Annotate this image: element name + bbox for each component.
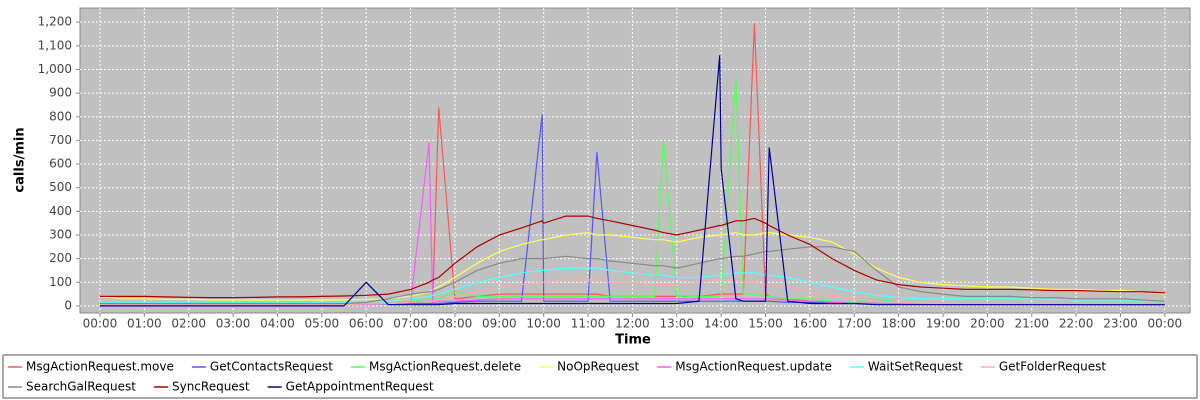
- y-tick-label: 400: [49, 204, 72, 218]
- legend-item: SyncRequest: [153, 380, 250, 394]
- series-line: [100, 55, 1165, 307]
- series-line: [100, 267, 1165, 303]
- plot-area: [79, 7, 1191, 314]
- x-tick-label: 00:00: [1148, 317, 1183, 331]
- legend-item: SearchGalRequest: [8, 380, 136, 394]
- x-tick-label: 16:00: [793, 317, 828, 331]
- legend-item: GetContactsRequest: [191, 360, 333, 374]
- x-tick-label: 22:00: [1059, 317, 1094, 331]
- y-tick-label: 500: [49, 180, 72, 194]
- legend-label: MsgActionRequest.update: [675, 360, 832, 374]
- legend-item: GetAppointmentRequest: [267, 380, 434, 394]
- legend-label: SearchGalRequest: [26, 380, 136, 394]
- x-tick-label: 03:00: [216, 317, 251, 331]
- x-tick-label: 14:00: [704, 317, 739, 331]
- x-tick-label: 21:00: [1014, 317, 1049, 331]
- y-tick-label: 300: [49, 227, 72, 241]
- legend-item: GetFolderRequest: [980, 360, 1107, 374]
- x-tick-label: 18:00: [881, 317, 916, 331]
- x-tick-label: 13:00: [659, 317, 694, 331]
- x-tick-label: 15:00: [748, 317, 783, 331]
- x-tick-label: 04:00: [260, 317, 295, 331]
- legend-label: WaitSetRequest: [868, 360, 963, 374]
- legend-item: MsgActionRequest.update: [657, 360, 832, 374]
- legend-item: WaitSetRequest: [849, 360, 963, 374]
- x-tick-label: 17:00: [837, 317, 872, 331]
- x-axis-title: Time: [615, 333, 651, 348]
- x-tick-label: 23:00: [1103, 317, 1138, 331]
- series-line: [100, 279, 1165, 306]
- legend-label: GetAppointmentRequest: [286, 380, 434, 394]
- legend-label: MsgActionRequest.delete: [369, 360, 521, 374]
- legend-label: MsgActionRequest.move: [26, 360, 174, 374]
- x-tick-label: 07:00: [393, 317, 428, 331]
- x-tick-label: 00:00: [83, 317, 118, 331]
- y-tick-label: 800: [49, 109, 72, 123]
- x-tick-label: 02:00: [171, 317, 206, 331]
- x-tick-label: 11:00: [571, 317, 606, 331]
- legend-label: GetContactsRequest: [210, 360, 333, 374]
- y-tick-label: 1,200: [38, 15, 72, 29]
- legend-item: NoOpRequest: [539, 360, 640, 374]
- x-tick-label: 19:00: [926, 317, 961, 331]
- x-tick-label: 08:00: [438, 317, 473, 331]
- x-tick-label: 06:00: [349, 317, 384, 331]
- y-tick-label: 1,100: [38, 38, 72, 52]
- series-line: [100, 215, 1165, 299]
- x-tick-label: 01:00: [127, 317, 162, 331]
- axes: 0 100 200 300 400 500 600 700 800 900 1,000 1,100 1,…: [38, 15, 1183, 331]
- y-axis-title: calls/min: [13, 127, 28, 192]
- legend-item: MsgActionRequest.move: [8, 360, 174, 374]
- x-tick-label: 05:00: [305, 317, 340, 331]
- y-tick-label: 900: [49, 86, 72, 100]
- y-tick-label: 600: [49, 157, 72, 171]
- y-tick-label: 200: [49, 251, 72, 265]
- y-tick-label: 1,000: [38, 62, 72, 76]
- series-line: [100, 246, 1165, 305]
- legend-label: NoOpRequest: [557, 360, 639, 374]
- legend: MsgActionRequest.move GetContactsRequest M…: [8, 360, 1106, 394]
- y-tick-label: 700: [49, 133, 72, 147]
- legend-label: SyncRequest: [172, 380, 250, 394]
- lines: [99, 23, 1165, 307]
- x-tick-label: 10:00: [526, 317, 561, 331]
- legend-box: [2, 354, 1198, 399]
- x-tick-label: 20:00: [970, 317, 1005, 331]
- x-tick-label: 09:00: [482, 317, 517, 331]
- y-tick-label: 0: [64, 298, 72, 312]
- x-tick-label: 12:00: [615, 317, 650, 331]
- legend-item: MsgActionRequest.delete: [350, 360, 521, 374]
- y-tick-label: 100: [49, 275, 72, 289]
- legend-label: GetFolderRequest: [999, 360, 1107, 374]
- series-line: [99, 231, 1165, 301]
